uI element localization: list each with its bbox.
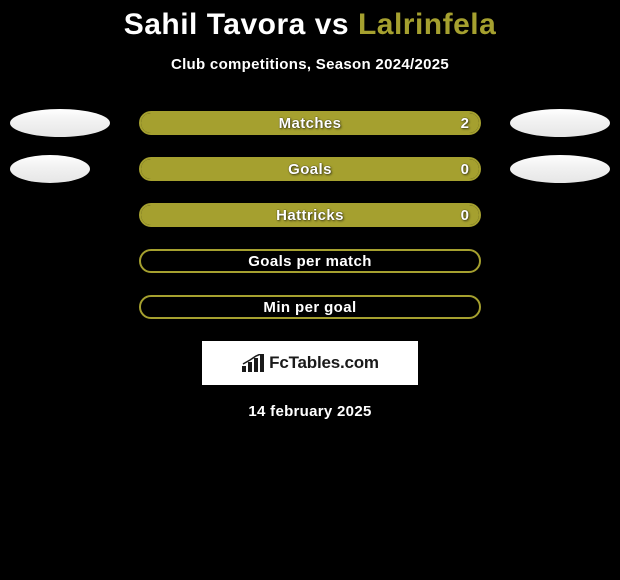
stat-bar: Goals per match: [139, 249, 481, 273]
stat-label: Hattricks: [276, 207, 344, 224]
stat-row: Min per goal: [0, 295, 620, 319]
stat-row: Goals 0: [0, 157, 620, 181]
stat-bar: Matches 2: [139, 111, 481, 135]
stat-label: Goals: [288, 161, 332, 178]
right-ellipse: [510, 109, 610, 137]
page-title: Sahil Tavora vs Lalrinfela: [0, 0, 620, 42]
stat-row: Goals per match: [0, 249, 620, 273]
date-text: 14 february 2025: [0, 403, 620, 420]
player2-name: Lalrinfela: [358, 8, 496, 41]
stat-label: Goals per match: [248, 253, 372, 270]
stat-right-value: 2: [461, 115, 469, 132]
stat-bar: Goals 0: [139, 157, 481, 181]
stat-row: Matches 2: [0, 111, 620, 135]
stat-right-value: 0: [461, 161, 469, 178]
vs-text: vs: [315, 8, 349, 41]
right-ellipse: [510, 155, 610, 183]
subtitle: Club competitions, Season 2024/2025: [0, 56, 620, 73]
stat-right-value: 0: [461, 207, 469, 224]
left-ellipse: [10, 109, 110, 137]
fctables-logo: FcTables.com: [202, 341, 418, 385]
stat-bar: Hattricks 0: [139, 203, 481, 227]
logo-text: FcTables.com: [269, 353, 379, 373]
comparison-infographic: Sahil Tavora vs Lalrinfela Club competit…: [0, 0, 620, 580]
bar-chart-icon: [241, 354, 265, 372]
stat-bar: Min per goal: [139, 295, 481, 319]
player1-name: Sahil Tavora: [124, 8, 306, 41]
stat-row: Hattricks 0: [0, 203, 620, 227]
left-ellipse: [10, 155, 90, 183]
stats-section: Matches 2 Goals 0 Hattricks 0 Goals per match M…: [0, 111, 620, 319]
stat-label: Matches: [279, 115, 342, 132]
stat-label: Min per goal: [263, 299, 356, 316]
